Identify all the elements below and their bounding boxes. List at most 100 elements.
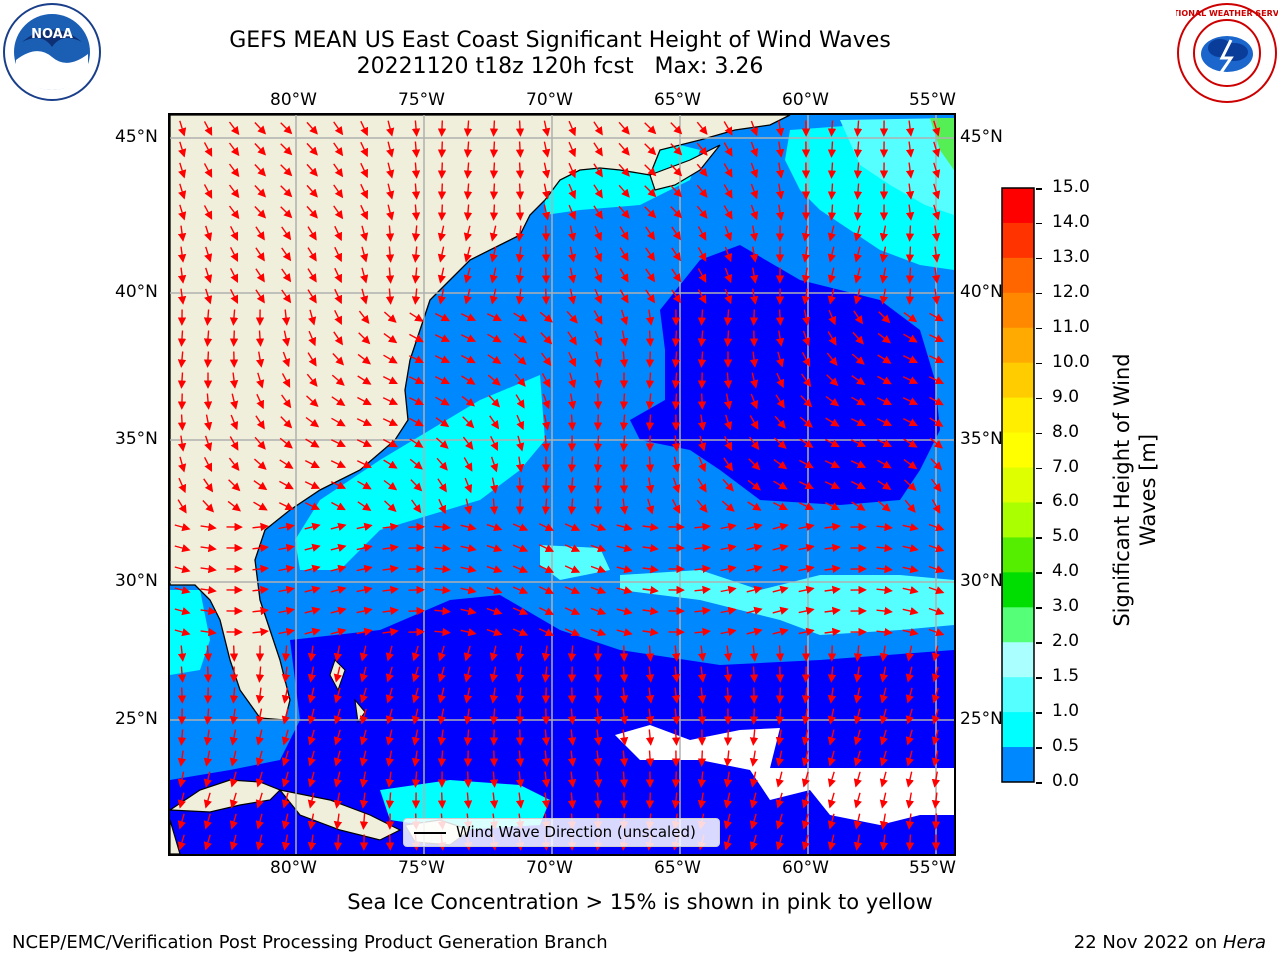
wind-wave-arrow [463, 457, 473, 472]
wind-wave-arrow [177, 499, 187, 514]
lat-label-right-45n: 45°N [960, 127, 1003, 147]
wind-wave-arrow [333, 645, 343, 662]
wind-wave-arrow [590, 628, 607, 637]
wind-wave-arrow [645, 456, 655, 473]
wind-wave-arrow [512, 586, 529, 595]
wind-wave-arrow [385, 288, 395, 305]
wind-wave-arrow [359, 666, 368, 683]
wind-wave-arrow [333, 729, 342, 746]
wind-wave-arrow [331, 396, 346, 406]
wind-wave-arrow [932, 162, 941, 179]
map-legend: Wind Wave Direction (unscaled) [403, 818, 720, 847]
wind-wave-arrow [514, 353, 527, 366]
wind-wave-arrow [463, 246, 472, 263]
wind-wave-arrow [827, 834, 836, 851]
wind-wave-arrow [593, 771, 603, 788]
wind-wave-arrow [593, 435, 603, 452]
wind-wave-arrow [254, 206, 267, 219]
wind-wave-arrow [879, 729, 888, 746]
wind-wave-arrow [772, 585, 789, 594]
wind-wave-arrow [775, 771, 784, 788]
wind-wave-arrow [748, 436, 760, 451]
wind-wave-arrow [671, 435, 681, 452]
wind-wave-arrow [567, 729, 577, 746]
wind-wave-arrow [903, 312, 918, 323]
wind-wave-arrow [333, 121, 344, 136]
wind-wave-arrow [590, 565, 607, 574]
wind-wave-arrow [281, 666, 291, 683]
noaa-logo-text: NOAA [31, 27, 73, 42]
wind-wave-arrow [252, 585, 269, 595]
wind-wave-arrow [566, 310, 578, 324]
wind-wave-arrow [203, 771, 212, 788]
wind-wave-arrow [931, 267, 941, 284]
wind-wave-arrow [879, 288, 889, 305]
wind-wave-arrow [229, 792, 238, 809]
wind-wave-arrow [723, 121, 733, 136]
wind-wave-arrow [330, 543, 347, 552]
wind-wave-arrow [307, 708, 316, 725]
wind-wave-arrow [775, 708, 785, 725]
colorbar-tick-mark [1036, 432, 1042, 435]
wind-wave-arrow [385, 771, 395, 788]
wind-wave-arrow [489, 477, 499, 494]
wind-wave-arrow [645, 289, 656, 304]
wind-wave-arrow [304, 606, 321, 615]
chart-title: GEFS MEAN US East Coast Significant Heig… [229, 28, 891, 53]
wind-wave-arrow [775, 792, 784, 809]
wind-wave-arrow [463, 729, 473, 746]
wind-wave-arrow [356, 564, 373, 574]
wind-wave-arrow [489, 687, 499, 704]
wind-wave-arrow [723, 666, 733, 683]
wind-wave-arrow [411, 708, 420, 725]
wind-wave-arrow [619, 289, 629, 304]
wind-wave-arrow [383, 333, 398, 344]
wind-wave-arrow [776, 351, 785, 368]
wind-wave-arrow [827, 120, 837, 137]
wind-wave-arrow [357, 375, 372, 385]
wind-wave-arrow [487, 374, 501, 386]
wind-wave-arrow [252, 564, 269, 574]
wind-wave-arrow [798, 481, 814, 489]
wind-wave-arrow [229, 729, 239, 746]
wind-wave-arrow [177, 414, 187, 431]
map-gridlines [170, 115, 954, 854]
colorbar-tick-mark [1036, 222, 1042, 225]
wind-wave-arrow [568, 141, 577, 158]
wind-wave-arrow [434, 375, 450, 385]
wind-wave-arrow [279, 437, 293, 449]
wind-wave-arrow [255, 330, 265, 347]
wind-wave-arrow [801, 267, 811, 284]
wind-wave-arrow [204, 246, 213, 263]
wind-wave-arrow [304, 585, 321, 594]
wind-wave-arrow [229, 813, 238, 830]
colorbar-tick-label: 11.0 [1052, 316, 1090, 337]
wind-wave-arrow [618, 121, 630, 135]
wind-wave-arrow [697, 309, 707, 326]
wind-wave-arrow [460, 565, 477, 574]
wind-wave-arrow [382, 564, 399, 574]
wind-wave-arrow [411, 687, 420, 704]
wind-wave-arrow [437, 267, 447, 284]
wind-wave-arrow [720, 627, 737, 637]
north-america-land [170, 115, 791, 721]
wind-wave-arrow [489, 162, 499, 179]
wind-wave-arrow [539, 311, 553, 323]
wind-wave-arrow [825, 438, 840, 448]
wind-wave-arrow [304, 459, 320, 469]
footer-branch: NCEP/EMC/Verification Post Processing Pr… [12, 932, 608, 953]
wind-wave-arrow [905, 813, 915, 830]
wind-wave-arrow [590, 586, 607, 595]
wind-wave-arrow [594, 351, 603, 368]
wind-wave-arrow [203, 393, 213, 410]
wind-wave-arrow [411, 246, 421, 263]
wind-wave-arrow [409, 438, 424, 448]
sea-ice-note-text: Sea Ice Concentration > 15% is shown in … [347, 890, 933, 914]
wind-wave-arrow [307, 813, 317, 830]
wind-wave-arrow [851, 375, 866, 386]
wind-wave-arrow [824, 627, 841, 637]
wind-wave-arrow [331, 417, 346, 427]
wind-wave-arrow [178, 204, 187, 221]
wind-wave-arrow [879, 645, 889, 662]
wind-wave-arrow [877, 375, 892, 385]
